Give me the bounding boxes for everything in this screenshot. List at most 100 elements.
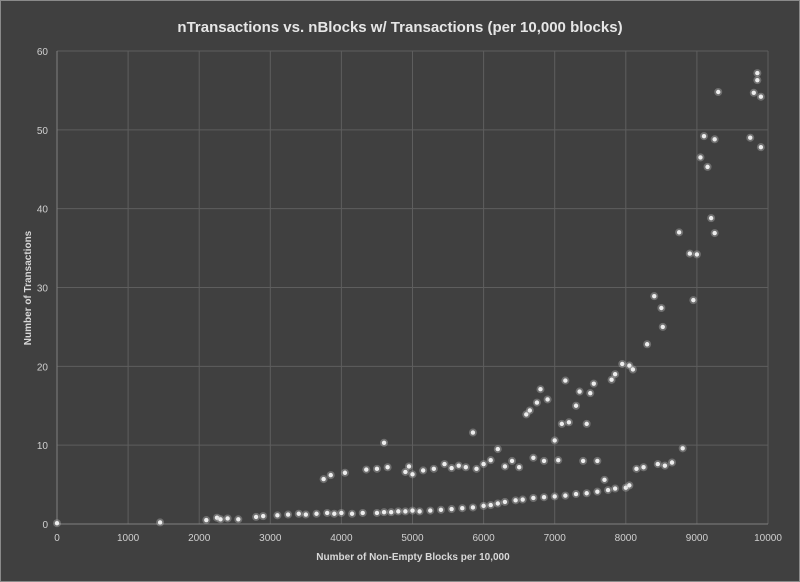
- data-point-marker: [652, 293, 657, 299]
- data-point-marker: [253, 514, 259, 520]
- data-point-marker: [556, 457, 561, 463]
- data-point: [522, 410, 531, 419]
- data-point: [582, 419, 591, 428]
- data-point-marker: [641, 465, 646, 470]
- x-tick-label: 10000: [754, 533, 782, 544]
- data-point: [372, 464, 381, 473]
- x-tick-label: 5000: [401, 533, 424, 544]
- x-tick-label: 8000: [615, 533, 638, 544]
- axes: [56, 51, 768, 525]
- data-point: [586, 389, 595, 398]
- data-point: [639, 463, 648, 472]
- data-point: [223, 514, 232, 523]
- data-point: [658, 322, 667, 331]
- data-point-marker: [748, 135, 753, 140]
- data-point-marker: [531, 495, 536, 501]
- data-point-marker: [573, 491, 579, 497]
- data-point: [660, 461, 669, 470]
- data-point: [156, 518, 165, 527]
- data-point: [540, 456, 549, 465]
- data-point-marker: [339, 510, 344, 516]
- data-point-marker: [602, 477, 607, 483]
- data-point: [554, 456, 563, 465]
- data-point: [561, 376, 570, 385]
- data-point-marker: [627, 483, 632, 488]
- data-point-marker: [481, 503, 486, 509]
- data-point: [618, 359, 627, 368]
- data-point: [749, 88, 758, 97]
- data-point: [557, 419, 566, 428]
- data-point: [486, 456, 495, 465]
- data-point: [632, 464, 641, 473]
- data-point-marker: [627, 363, 632, 368]
- data-point: [579, 456, 588, 465]
- data-point-marker: [755, 70, 760, 76]
- data-point: [415, 507, 424, 516]
- data-point: [746, 133, 755, 142]
- data-point-marker: [580, 458, 586, 464]
- data-point: [678, 444, 687, 453]
- data-point-marker: [495, 446, 501, 452]
- data-point-marker: [374, 466, 380, 472]
- data-point-marker: [509, 458, 515, 464]
- data-point: [511, 496, 520, 505]
- data-point-marker: [214, 515, 220, 520]
- data-point: [696, 153, 705, 162]
- x-tick-label: 7000: [544, 533, 567, 544]
- data-point: [468, 503, 477, 512]
- data-point: [493, 445, 502, 454]
- data-point: [628, 365, 637, 374]
- data-point: [312, 509, 321, 518]
- data-point-marker: [403, 469, 408, 475]
- data-point-marker: [552, 494, 557, 499]
- data-point-marker: [449, 506, 454, 512]
- data-point-marker: [516, 465, 522, 470]
- y-tick-label: 50: [37, 126, 49, 137]
- data-point-marker: [687, 251, 692, 256]
- data-point-marker: [275, 513, 280, 518]
- data-point-marker: [566, 420, 572, 425]
- data-point-marker: [541, 494, 547, 500]
- chart-title: nTransactions vs. nBlocks w/ Transaction…: [177, 19, 622, 36]
- data-point: [429, 464, 438, 473]
- x-tick-label: 6000: [472, 533, 495, 544]
- data-point: [582, 489, 591, 498]
- data-point-marker: [573, 403, 579, 408]
- data-point: [529, 493, 538, 502]
- data-point: [202, 516, 211, 525]
- data-point: [689, 296, 698, 305]
- data-point-marker: [531, 455, 536, 460]
- data-point: [607, 375, 616, 384]
- x-tick-label: 1000: [117, 533, 140, 544]
- data-points: [53, 69, 765, 528]
- data-point-marker: [534, 400, 540, 405]
- data-point-marker: [431, 466, 437, 472]
- data-point-marker: [609, 377, 614, 382]
- data-point: [625, 481, 634, 490]
- data-point: [753, 76, 762, 85]
- data-point: [323, 508, 332, 517]
- data-point: [643, 340, 652, 349]
- data-point-marker: [449, 465, 454, 471]
- data-point: [575, 387, 584, 396]
- data-point: [650, 292, 659, 301]
- data-point-marker: [584, 421, 589, 427]
- data-point-marker: [456, 463, 461, 468]
- data-point-marker: [701, 133, 707, 139]
- data-point-marker: [577, 389, 582, 394]
- data-point-marker: [236, 517, 241, 522]
- data-point-marker: [563, 493, 568, 498]
- data-point: [703, 162, 712, 171]
- data-point: [53, 519, 61, 528]
- data-point: [572, 490, 581, 499]
- data-point-marker: [527, 408, 533, 413]
- data-point-marker: [502, 464, 508, 469]
- data-point-marker: [605, 487, 611, 493]
- data-point-marker: [595, 489, 600, 494]
- data-point-marker: [634, 466, 639, 472]
- data-point: [561, 491, 570, 500]
- y-axis-title: Number of Transactions: [23, 230, 34, 345]
- data-point-marker: [655, 461, 660, 467]
- y-tick-label: 60: [37, 47, 49, 58]
- data-point: [383, 463, 392, 472]
